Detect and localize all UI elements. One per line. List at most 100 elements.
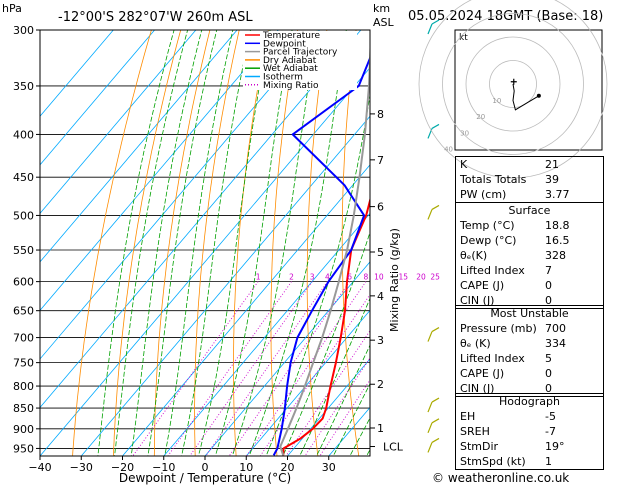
location-title: -12°00'S 282°07'W 260m ASL bbox=[58, 10, 253, 25]
pressure-tick-label: 950 bbox=[13, 442, 34, 455]
row-value: 0 bbox=[545, 382, 552, 395]
isotherm-line bbox=[163, 212, 370, 456]
plot-frame bbox=[39, 29, 371, 457]
table-row: Pressure (mb) 700 bbox=[456, 321, 603, 336]
hodograph-frame bbox=[454, 29, 603, 151]
row-label: CIN (J) bbox=[460, 294, 495, 307]
temperature-line bbox=[282, 196, 370, 456]
mixing-ratio-line bbox=[259, 293, 370, 456]
wet-adiabat-line bbox=[214, 30, 293, 456]
wet-adiabat-line bbox=[299, 297, 370, 456]
temperature-axis: −40 −30 −20 −10 0 10 20 30 bbox=[28, 456, 336, 474]
mixing-ratio-labels: 1 2 3 4 6 8 10 15 20 25 bbox=[256, 273, 440, 282]
pressure-tick-label: 850 bbox=[13, 402, 34, 415]
height-tick-label: 4 bbox=[377, 290, 384, 303]
row-value: 334 bbox=[545, 337, 566, 350]
dry-adiabat-line bbox=[233, 30, 269, 456]
wind-barbs bbox=[427, 19, 440, 453]
temperature-tick-label: −30 bbox=[70, 461, 93, 474]
temperature-tick-label: 0 bbox=[202, 461, 209, 474]
row-label: Lifted Index bbox=[460, 352, 525, 365]
asl-label: ASL bbox=[373, 16, 395, 29]
row-value: 18.8 bbox=[545, 219, 570, 232]
row-value: 1 bbox=[545, 455, 552, 468]
hodograph-ring bbox=[489, 60, 537, 108]
pressure-tick-label: 300 bbox=[13, 24, 34, 37]
mixing-ratio-label: 1 bbox=[256, 273, 261, 282]
table-row: CIN (J) 0 bbox=[456, 293, 603, 308]
legend-entry: Dewpoint bbox=[263, 39, 306, 49]
row-label: θₑ(K) bbox=[460, 249, 488, 262]
table-row: PW (cm) 3.77 bbox=[456, 187, 603, 202]
x-axis-label: Dewpoint / Temperature (°C) bbox=[119, 471, 291, 485]
wet-adiabat-line bbox=[114, 30, 188, 456]
wind-barb bbox=[427, 437, 440, 453]
row-label: SREH bbox=[460, 425, 490, 438]
mixing-ratio-label: 6 bbox=[347, 273, 352, 282]
pressure-tick-label: 600 bbox=[13, 276, 34, 289]
temperature-tick-label: −20 bbox=[111, 461, 134, 474]
row-value: 3.77 bbox=[545, 188, 570, 201]
mixing-ratio-axis-label: Mixing Ratio (g/kg) bbox=[388, 228, 401, 332]
hodograph-ring bbox=[442, 13, 584, 155]
lcl-label: LCL bbox=[383, 441, 404, 454]
most-unstable-panel: Most Unstable Pressure (mb) 700 θₑ (K) 334 L… bbox=[455, 305, 604, 397]
row-label: CAPE (J) bbox=[460, 367, 505, 380]
row-value: 7 bbox=[545, 264, 552, 277]
table-row: CAPE (J) 0 bbox=[456, 278, 603, 293]
dewpoint-line bbox=[272, 55, 370, 456]
mixing-ratio-line bbox=[319, 379, 370, 456]
wet-adiabat-line bbox=[130, 30, 203, 456]
surface-panel: Surface Temp (°C) 18.8 Dewp (°C) 16.5 θₑ(K) 3… bbox=[455, 202, 604, 309]
height-tick-label: 2 bbox=[377, 378, 384, 391]
isotherm-line bbox=[40, 30, 114, 117]
dry-adiabat-line bbox=[306, 30, 328, 456]
height-tick-label: 3 bbox=[377, 334, 384, 347]
mixing-ratio-label: 25 bbox=[430, 273, 440, 282]
temperature-tick-label: −40 bbox=[28, 461, 51, 474]
pressure-tick-label: 450 bbox=[13, 171, 34, 184]
row-value: 700 bbox=[545, 322, 566, 335]
table-row: Totals Totals 39 bbox=[456, 172, 603, 187]
wet-adiabat-line bbox=[332, 382, 370, 456]
pressure-axis: 300 350 400 450 500 550 600 650 700 750 800 850 900 9… bbox=[13, 24, 40, 455]
table-row: Temp (°C) 18.8 bbox=[456, 218, 603, 233]
table-row: EH -5 bbox=[456, 409, 603, 424]
table-row: StmSpd (kt) 1 bbox=[456, 454, 603, 469]
wind-barb bbox=[427, 397, 440, 413]
pressure-tick-label: 650 bbox=[13, 305, 34, 318]
pressure-tick-label: 400 bbox=[13, 128, 34, 141]
row-label: PW (cm) bbox=[460, 188, 507, 201]
storm-motion-marker bbox=[510, 78, 517, 85]
legend-entry: Dry Adiabat bbox=[263, 56, 317, 66]
wind-barb bbox=[427, 123, 440, 139]
pressure-tick-label: 800 bbox=[13, 380, 34, 393]
hodograph-endpoint bbox=[536, 93, 541, 98]
table-row: Lifted Index 5 bbox=[456, 351, 603, 366]
row-value: 0 bbox=[545, 279, 552, 292]
row-value: -5 bbox=[545, 410, 556, 423]
wet-adiabat-line bbox=[181, 30, 251, 456]
isotherm-line bbox=[245, 309, 370, 456]
temperature-tick-label: −10 bbox=[152, 461, 175, 474]
hpa-label: hPa bbox=[2, 2, 22, 15]
row-value: 5 bbox=[545, 352, 552, 365]
row-value: 21 bbox=[545, 158, 559, 171]
legend-entry: Temperature bbox=[262, 31, 320, 41]
isotherm-line bbox=[40, 30, 155, 166]
wet-adiabat-line bbox=[316, 344, 370, 456]
hodograph-table-panel: Hodograph EH -5 SREH -7 StmDir 19° StmSpd (kt)… bbox=[455, 393, 604, 470]
row-label: StmDir bbox=[460, 440, 499, 453]
mixing-ratio-label: 2 bbox=[289, 273, 294, 282]
dry-adiabat-line bbox=[153, 30, 211, 456]
hodograph-ring-label: 20 bbox=[476, 113, 485, 121]
row-label: Totals Totals bbox=[460, 173, 527, 186]
row-label: StmSpd (kt) bbox=[460, 455, 526, 468]
temperature-tick-label: 30 bbox=[322, 461, 336, 474]
profile-lines bbox=[272, 35, 370, 456]
wet-adiabat-line bbox=[265, 92, 370, 456]
pressure-tick-label: 350 bbox=[13, 80, 34, 93]
wind-barb bbox=[427, 204, 440, 220]
